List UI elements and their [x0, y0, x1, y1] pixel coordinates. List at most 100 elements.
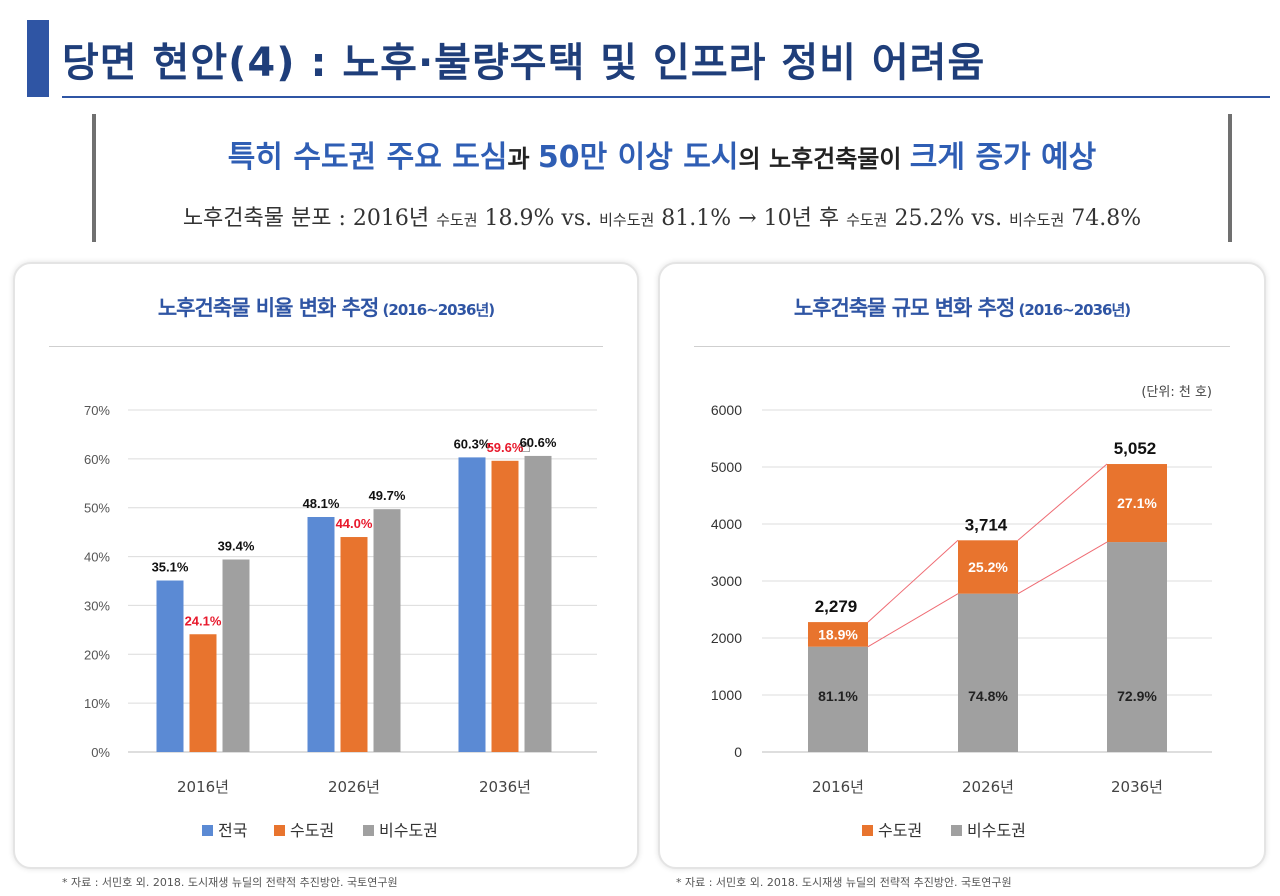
volume-x-tick-label: 2036년	[1111, 778, 1163, 796]
ratio-x-tick-label: 2016년	[177, 778, 229, 796]
ratio-chart-source: * 자료 : 서민호 외. 2018. 도시재생 뉴딜의 전략적 추진방안. 국…	[62, 876, 398, 889]
ratio-x-tick-label: 2026년	[328, 778, 380, 796]
ratio-bar	[491, 460, 519, 752]
headline-part5: 크게 증가 예상	[909, 140, 1097, 175]
ratio-data-label: 35.1%	[152, 560, 189, 575]
ratio-chart-title: 노후건축물 비율 변화 추정 (2016~2036년)	[15, 292, 637, 322]
ratio-legend-label: 비수도권	[379, 821, 438, 840]
ratio-bar	[307, 516, 335, 752]
quote-bar-right	[1228, 114, 1232, 242]
volume-legend-swatch	[862, 825, 873, 836]
volume-capital-share-label: 18.9%	[818, 626, 858, 642]
summary-c-label: 수도권	[846, 211, 888, 229]
ratio-bar	[340, 537, 368, 752]
summary-lead: 노후건축물 분포 : 2016년	[182, 206, 437, 231]
ratio-chart-title-main: 노후건축물 비율 변화 추정	[157, 296, 379, 320]
ratio-y-tick-label: 40%	[84, 550, 110, 565]
ratio-legend-swatch	[202, 825, 213, 836]
summary-d-label: 비수도권	[1009, 211, 1065, 229]
summary-d-value: 74.8%	[1064, 206, 1142, 231]
volume-bar-capital	[808, 622, 868, 647]
summary-a-label: 수도권	[436, 211, 478, 229]
volume-capital-share-label: 27.1%	[1117, 495, 1157, 511]
volume-bar-noncapital	[1107, 542, 1167, 752]
title-underline	[62, 96, 1270, 98]
page-title: 당면 현안(4) : 노후·불량주택 및 인프라 정비 어려움	[62, 40, 986, 86]
ratio-bar	[189, 634, 217, 752]
quote-bar-left	[92, 114, 96, 242]
volume-legend-label: 수도권	[878, 821, 922, 840]
volume-chart-source: * 자료 : 서민호 외. 2018. 도시재생 뉴딜의 전략적 추진방안. 국…	[676, 876, 1012, 889]
volume-x-tick-label: 2026년	[962, 778, 1014, 796]
volume-chart-title-period: (2016~2036년)	[1014, 301, 1132, 319]
ratio-legend-label: 전국	[218, 821, 247, 840]
ratio-bar	[524, 455, 552, 752]
ratio-data-label: 59.6%	[487, 440, 524, 455]
ratio-x-tick-label: 2036년	[479, 778, 531, 796]
volume-total-label: 2,279	[815, 597, 858, 616]
volume-y-tick-label: 6000	[711, 402, 742, 418]
ratio-legend-swatch	[363, 825, 374, 836]
summary-b-label: 비수도권	[599, 211, 655, 229]
volume-y-tick-label: 3000	[711, 573, 742, 589]
headline-part2: 과	[507, 145, 538, 173]
ratio-data-label: 44.0%	[336, 516, 373, 531]
volume-noncapital-share-label: 72.9%	[1117, 688, 1157, 704]
headline-part4: 의 노후건축물이	[738, 145, 910, 173]
ratio-y-tick-label: 30%	[84, 598, 110, 613]
volume-total-label: 3,714	[965, 515, 1008, 534]
ratio-y-tick-label: 10%	[84, 696, 110, 711]
ratio-data-label: 60.6%	[520, 435, 557, 450]
ratio-y-tick-label: 70%	[84, 403, 110, 418]
ratio-y-tick-label: 60%	[84, 452, 110, 467]
volume-bar-noncapital	[808, 646, 868, 752]
summary-b-value: 81.1% → 10년 후	[654, 206, 847, 231]
volume-y-tick-label: 0	[734, 744, 742, 760]
volume-unit-label: (단위: 천 호)	[1141, 385, 1212, 400]
ratio-chart-title-period: (2016~2036년)	[378, 301, 496, 319]
title-accent-bar	[27, 20, 49, 97]
volume-bar-capital	[958, 540, 1018, 594]
ratio-data-label: 24.1%	[185, 613, 222, 628]
ratio-y-tick-label: 20%	[84, 647, 110, 662]
volume-capital-share-label: 25.2%	[968, 559, 1008, 575]
ratio-data-label: 39.4%	[218, 539, 255, 554]
volume-bar-noncapital	[958, 593, 1018, 752]
volume-chart-title-main: 노후건축물 규모 변화 추정	[793, 296, 1015, 320]
hand-cursor-icon: ☝	[520, 436, 531, 457]
volume-chart-divider	[694, 346, 1230, 347]
summary-c-value: 25.2% vs.	[887, 206, 1010, 231]
volume-y-tick-label: 5000	[711, 459, 742, 475]
volume-bar-capital	[1107, 464, 1167, 543]
volume-chart-title: 노후건축물 규모 변화 추정 (2016~2036년)	[660, 292, 1264, 322]
volume-total-label: 5,052	[1114, 439, 1157, 458]
ratio-y-tick-label: 50%	[84, 501, 110, 516]
ratio-legend-swatch	[274, 825, 285, 836]
ratio-bar	[458, 457, 486, 752]
volume-x-tick-label: 2016년	[812, 778, 864, 796]
ratio-data-label: 60.3%	[454, 436, 491, 451]
ratio-chart-divider	[49, 346, 603, 347]
ratio-data-label: 49.7%	[369, 488, 406, 503]
ratio-bar	[222, 559, 250, 752]
headline: 특히 수도권 주요 도심과 50만 이상 도시의 노후건축물이 크게 증가 예상	[100, 132, 1224, 176]
distribution-summary: 노후건축물 분포 : 2016년 수도권 18.9% vs. 비수도권 81.1…	[100, 200, 1224, 232]
volume-legend-label: 비수도권	[967, 821, 1026, 840]
headline-part3: 50만 이상 도시	[537, 140, 739, 175]
volume-noncapital-share-label: 81.1%	[818, 688, 858, 704]
summary-a-value: 18.9% vs.	[477, 206, 600, 231]
headline-part1: 특히 수도권 주요 도심	[227, 140, 508, 175]
volume-y-tick-label: 4000	[711, 516, 742, 532]
volume-noncapital-share-label: 74.8%	[968, 688, 1008, 704]
ratio-legend-label: 수도권	[290, 821, 334, 840]
volume-y-tick-label: 1000	[711, 687, 742, 703]
ratio-data-label: 48.1%	[303, 496, 340, 511]
ratio-y-tick-label: 0%	[91, 745, 110, 760]
volume-legend-swatch	[951, 825, 962, 836]
volume-connector-line	[1017, 463, 1108, 541]
volume-connector-line	[867, 539, 959, 623]
volume-connector-line	[867, 593, 959, 648]
volume-connector-line	[1017, 541, 1108, 595]
